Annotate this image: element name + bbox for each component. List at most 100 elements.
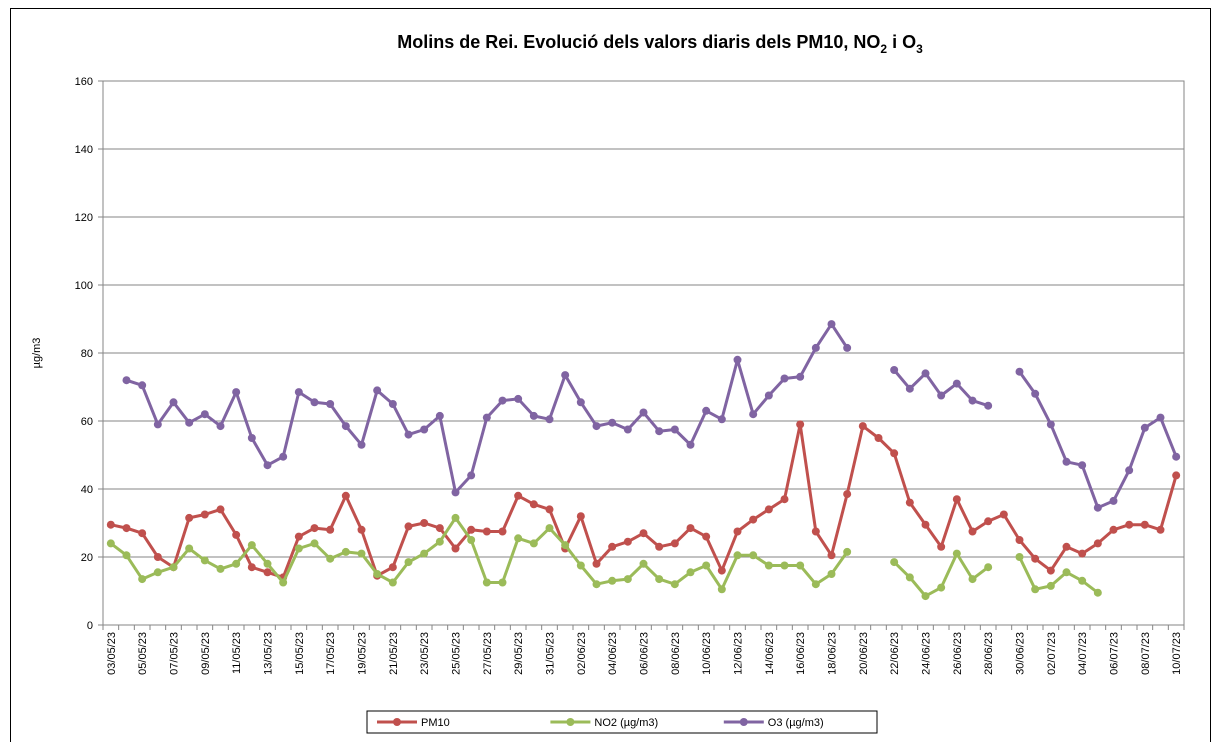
data-point — [467, 536, 476, 544]
data-point — [999, 510, 1008, 519]
data-point — [279, 578, 288, 587]
data-point — [294, 532, 303, 541]
x-tick-label: 08/06/23 — [670, 632, 682, 675]
data-point — [796, 561, 805, 570]
data-point — [780, 374, 789, 383]
data-point — [357, 549, 366, 558]
x-tick-label: 06/06/23 — [639, 632, 651, 675]
data-point — [1046, 566, 1055, 575]
legend-box — [366, 710, 878, 734]
y-tick-label: 140 — [75, 144, 93, 156]
y-tick-label: 120 — [75, 212, 93, 224]
data-point — [404, 430, 413, 439]
data-point — [827, 551, 836, 560]
data-point — [1093, 539, 1102, 548]
data-point — [514, 491, 523, 500]
data-point — [185, 513, 194, 522]
x-tick-label: 15/05/23 — [294, 632, 306, 675]
data-point — [702, 532, 711, 541]
data-point — [310, 524, 319, 533]
data-point — [937, 391, 946, 400]
x-tick-label: 02/06/23 — [576, 632, 588, 675]
data-point — [749, 551, 758, 560]
data-point — [1156, 525, 1165, 534]
y-tick-label: 40 — [81, 484, 93, 496]
title-part: i O — [887, 32, 916, 52]
data-point — [153, 420, 162, 429]
data-point — [968, 527, 977, 536]
plot-area — [102, 80, 1185, 626]
data-point — [232, 559, 241, 568]
data-point — [138, 381, 147, 390]
x-tick-label: 20/06/23 — [858, 632, 870, 675]
data-point — [561, 371, 570, 380]
x-tick-label: 06/07/23 — [1109, 632, 1121, 675]
data-point — [545, 415, 554, 424]
data-point — [905, 498, 914, 507]
data-point — [796, 372, 805, 381]
data-point — [388, 578, 397, 587]
x-tick-label: 30/06/23 — [1015, 632, 1027, 675]
data-point — [905, 573, 914, 582]
x-tick-label: 02/07/23 — [1046, 632, 1058, 675]
data-point — [247, 434, 256, 442]
x-tick-label: 10/06/23 — [701, 632, 713, 675]
data-point — [373, 386, 382, 395]
data-point — [1172, 471, 1181, 480]
data-point — [294, 544, 303, 553]
data-point — [263, 559, 272, 568]
data-point — [420, 425, 429, 434]
y-axis-title: µg/m3 — [31, 338, 43, 369]
data-point — [1140, 423, 1149, 432]
x-tick-label: 26/06/23 — [952, 632, 964, 675]
data-point — [310, 398, 319, 407]
data-point — [1078, 461, 1087, 470]
data-point — [106, 539, 115, 548]
data-point — [686, 568, 695, 577]
y-tick-label: 0 — [87, 620, 93, 632]
data-point — [655, 575, 664, 584]
legend-label: NO2 (µg/m3) — [594, 717, 658, 729]
x-tick-label: 25/05/23 — [451, 632, 463, 675]
data-point — [952, 379, 961, 388]
data-point — [576, 561, 585, 570]
title-part: Molins de Rei. Evolució dels valors diar… — [397, 32, 880, 52]
data-point — [952, 495, 961, 504]
data-point — [200, 410, 209, 419]
data-point — [545, 505, 554, 514]
data-point — [623, 575, 632, 584]
data-point — [498, 527, 507, 536]
x-tick-label: 07/05/23 — [169, 632, 181, 675]
x-tick-label: 21/05/23 — [388, 632, 400, 675]
data-point — [310, 539, 319, 548]
legend-marker — [566, 718, 575, 726]
data-point — [1015, 553, 1024, 561]
x-tick-label: 27/05/23 — [482, 632, 494, 675]
data-point — [937, 542, 946, 551]
data-point — [263, 461, 272, 470]
data-point — [639, 529, 648, 538]
data-point — [106, 520, 115, 529]
y-tick-label: 100 — [75, 280, 93, 292]
data-point — [482, 527, 491, 536]
data-point — [921, 520, 930, 529]
data-point — [843, 547, 852, 556]
data-point — [451, 513, 460, 522]
data-point — [1078, 576, 1087, 585]
data-point — [1125, 520, 1134, 529]
legend-label: PM10 — [421, 717, 450, 729]
data-point — [1015, 367, 1024, 376]
data-point — [529, 500, 538, 509]
data-point — [326, 525, 335, 534]
x-tick-label: 18/06/23 — [827, 632, 839, 675]
data-point — [1046, 581, 1055, 590]
data-point — [169, 398, 178, 407]
data-point — [764, 561, 773, 570]
data-point — [388, 400, 397, 408]
data-point — [733, 551, 742, 560]
x-tick-label: 14/06/23 — [764, 632, 776, 675]
data-point — [482, 413, 491, 422]
data-point — [232, 388, 241, 397]
data-point — [968, 396, 977, 405]
